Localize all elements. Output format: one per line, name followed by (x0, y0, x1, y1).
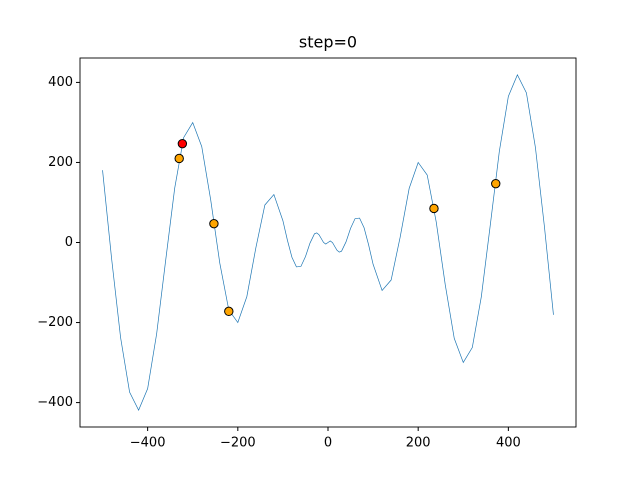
y-tick-label: −400 (37, 395, 73, 410)
line (102, 74, 554, 411)
chart-title: step=0 (299, 33, 357, 52)
x-tick-label: 0 (324, 436, 332, 451)
point (224, 306, 234, 317)
point (174, 153, 184, 164)
y-tick-label: 0 (65, 235, 73, 250)
point (209, 218, 219, 229)
x-tick-label: −400 (130, 436, 166, 451)
x-tick-label: 400 (496, 436, 521, 451)
plot-frame (79, 57, 577, 428)
x-tick-label: 200 (406, 436, 431, 451)
y-tick-label: −200 (37, 315, 73, 330)
point (177, 138, 188, 149)
y-tick-label: 200 (48, 155, 73, 170)
y-tick-label: 400 (48, 75, 73, 90)
x-tick-label: −200 (220, 436, 256, 451)
point (429, 203, 439, 214)
point (491, 178, 501, 189)
